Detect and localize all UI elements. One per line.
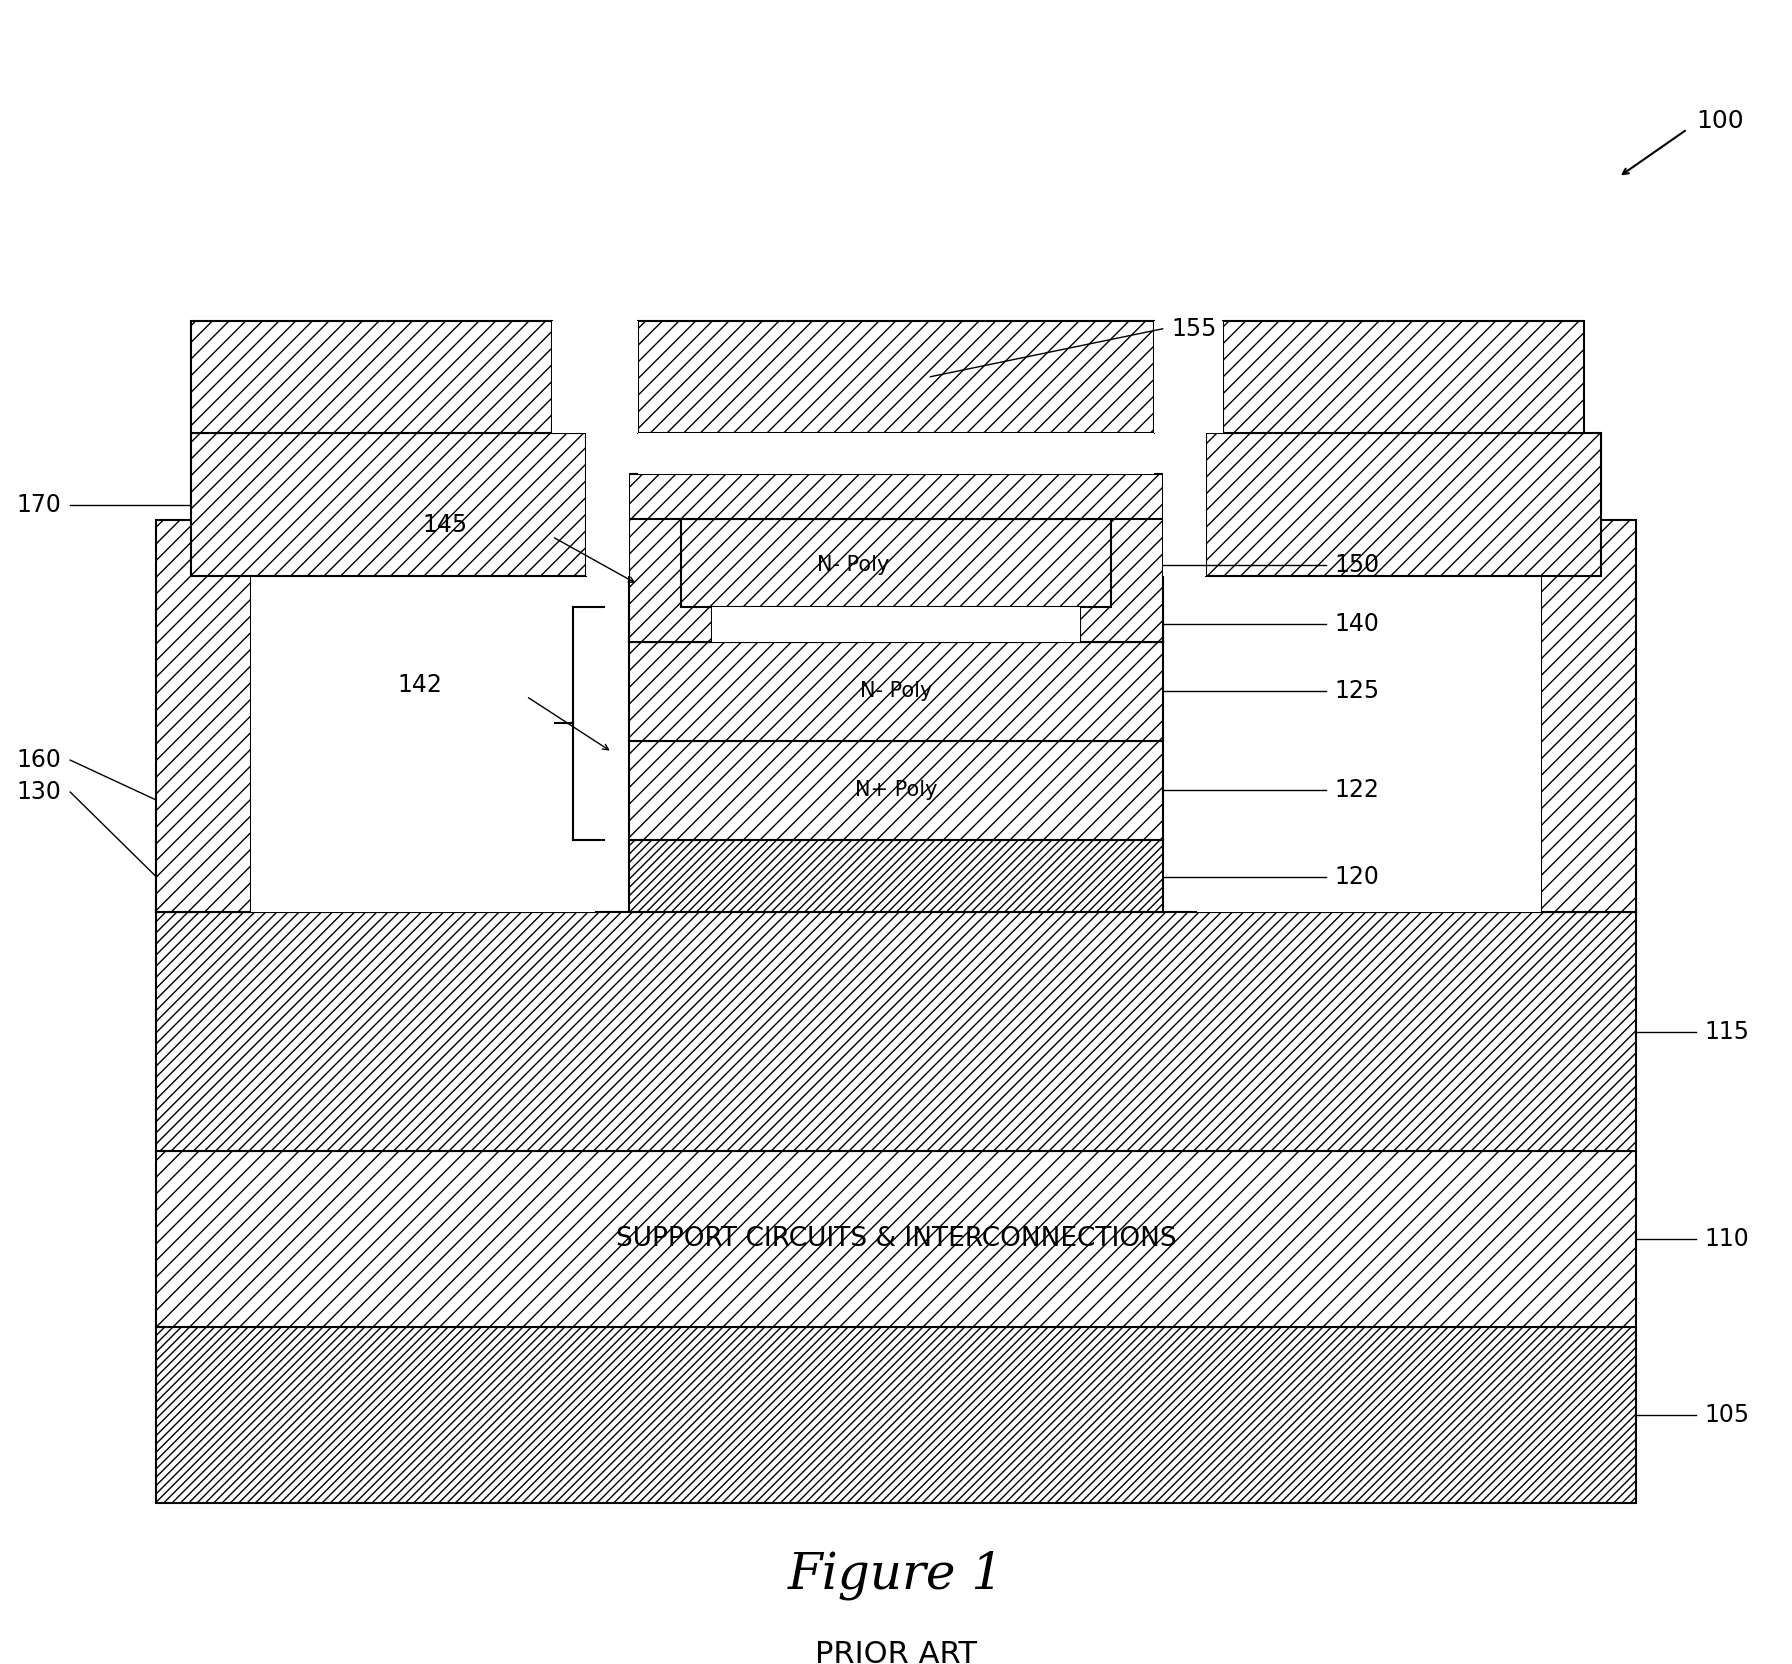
Bar (638, 321, 1154, 433)
Text: PRIOR ART: PRIOR ART (815, 1641, 977, 1664)
Bar (552, 321, 638, 433)
Text: N- Poly: N- Poly (817, 556, 889, 576)
Bar (1222, 321, 1584, 433)
Text: 100: 100 (1695, 110, 1744, 133)
Bar (1206, 840, 1636, 912)
Bar (629, 491, 711, 642)
Text: SUPPORT CIRCUITS & INTERCONNECTIONS: SUPPORT CIRCUITS & INTERCONNECTIONS (616, 1226, 1176, 1253)
Text: N+ Poly: N+ Poly (855, 780, 937, 800)
Text: 120: 120 (1335, 865, 1380, 889)
Bar (156, 1328, 1636, 1503)
Text: 125: 125 (1335, 679, 1380, 704)
Text: 110: 110 (1704, 1228, 1749, 1251)
Bar (1154, 321, 1222, 433)
Bar (190, 433, 586, 576)
Bar (586, 321, 629, 576)
Bar (1081, 491, 1163, 642)
Text: 145: 145 (423, 513, 468, 537)
Text: 130: 130 (16, 780, 61, 804)
Text: N- Poly: N- Poly (860, 682, 932, 702)
Bar (629, 740, 1163, 840)
Bar (629, 642, 1163, 740)
Text: 115: 115 (1704, 1020, 1749, 1043)
Bar (1163, 321, 1206, 576)
Bar (156, 912, 1636, 1151)
Bar (1541, 521, 1636, 912)
Text: 150: 150 (1335, 552, 1380, 577)
Bar (681, 519, 1111, 607)
Text: 140: 140 (1335, 612, 1380, 636)
Bar (638, 433, 1154, 474)
Bar (629, 840, 1163, 912)
Text: 170: 170 (16, 493, 61, 516)
Bar (1206, 433, 1602, 576)
Text: 160: 160 (16, 749, 61, 772)
Bar (251, 513, 595, 912)
Bar (711, 607, 1081, 642)
Text: 155: 155 (1172, 316, 1217, 341)
Bar (251, 409, 1541, 840)
Text: 142: 142 (398, 672, 443, 697)
Bar (629, 607, 1163, 642)
Text: 122: 122 (1335, 779, 1380, 802)
Bar (1197, 513, 1541, 912)
Text: Figure 1: Figure 1 (788, 1551, 1004, 1599)
Bar (156, 1151, 1636, 1328)
Bar (190, 321, 552, 433)
Bar (156, 521, 251, 912)
Text: 105: 105 (1704, 1403, 1749, 1428)
Bar (629, 474, 1163, 519)
Bar (156, 840, 586, 912)
